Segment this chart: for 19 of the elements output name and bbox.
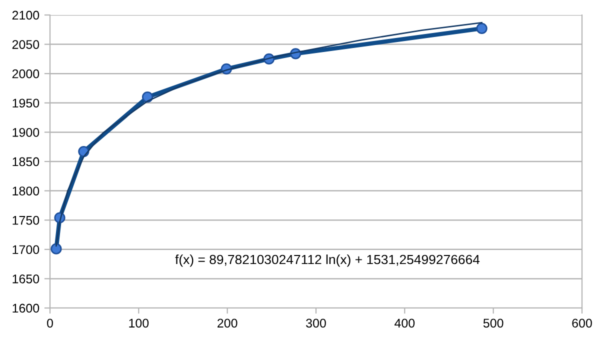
x-tick-label: 400 [394,318,415,328]
x-tick-label: 0 [47,318,53,328]
x-tick-label: 600 [572,318,592,328]
x-tick-label: 500 [483,318,504,328]
y-tick-label: 2100 [12,10,40,20]
x-tick-label: 200 [218,318,238,328]
y-tick-label: 1850 [12,157,40,166]
annotation: f(x) = 89,7821030247112 ln(x) + 1531,25499276664 [175,254,480,267]
y-tick-label: 2050 [12,40,40,49]
y-tick-label: 1600 [12,304,40,313]
y-tick-label: 1750 [12,216,40,225]
y-tick-label: 1800 [12,186,40,196]
y-tick-label: 1700 [12,245,40,254]
x-tick-label: 100 [129,318,149,328]
y-tick-label: 1650 [12,274,40,284]
x-tick-label: 300 [306,318,326,328]
y-tick-label: 2000 [12,69,40,78]
y-tick-label: 1900 [12,128,40,137]
y-tick-label: 1950 [12,98,40,108]
